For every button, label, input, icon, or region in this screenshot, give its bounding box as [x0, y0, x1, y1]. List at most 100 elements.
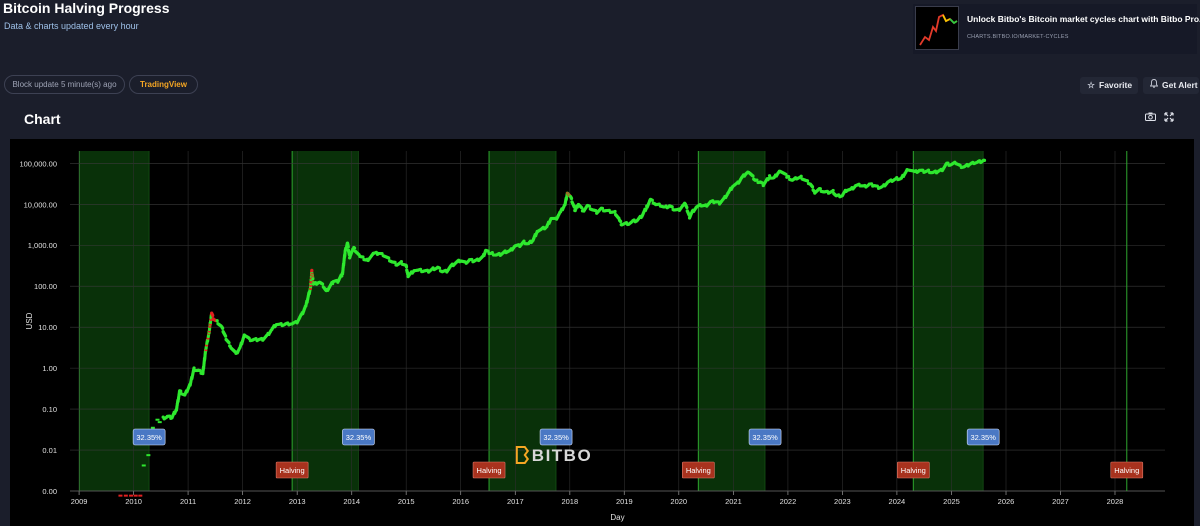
- price-point: [221, 326, 225, 330]
- x-tick-label: 2028: [1107, 497, 1124, 506]
- price-point: [141, 464, 146, 467]
- favorite-button[interactable]: ☆ Favorite: [1080, 77, 1138, 94]
- x-tick-label: 2016: [452, 497, 469, 506]
- y-tick-label: 0.00: [42, 487, 57, 496]
- y-tick-label: 1,000.00: [28, 241, 57, 250]
- cycle-progress-label: [132, 428, 166, 446]
- halving-progress-chart[interactable]: 0.00 0.01 0.10 1.00 10.00 100.00 1,000.00 10,00…: [10, 139, 1194, 526]
- price-point: [437, 266, 442, 270]
- cycle-progress-text: 32.35%: [136, 433, 162, 442]
- price-point: [926, 168, 931, 172]
- price-point: [982, 158, 987, 162]
- price-point: [129, 494, 134, 497]
- price-point: [133, 494, 138, 497]
- halving-label: [472, 461, 506, 479]
- cycle-progress-text: 32.35%: [752, 433, 778, 442]
- price-point: [787, 175, 791, 179]
- price-point: [118, 494, 123, 497]
- price-point: [399, 260, 404, 264]
- halving-label-text: Halving: [1114, 466, 1139, 475]
- price-point: [490, 250, 494, 255]
- y-tick-label: 100,000.00: [19, 159, 57, 168]
- price-point: [346, 245, 350, 249]
- promo-thumbnail: [915, 6, 959, 50]
- x-axis-label: Day: [610, 513, 624, 522]
- cycle-progress-label: [748, 428, 782, 446]
- price-point: [805, 179, 810, 183]
- cycle-progress-text: 32.35%: [970, 433, 996, 442]
- y-tick-label: 10,000.00: [24, 200, 57, 209]
- bell-icon: [1149, 77, 1159, 94]
- get-alert-label: Get Alert: [1162, 80, 1198, 90]
- price-point: [215, 319, 219, 323]
- x-tick-label: 2024: [889, 497, 906, 506]
- tradingview-button[interactable]: TradingView: [129, 75, 198, 94]
- price-point: [522, 239, 526, 243]
- x-tick-label: 2021: [725, 497, 742, 506]
- price-point: [587, 204, 592, 208]
- halving-label-text: Halving: [477, 466, 502, 475]
- cycle-progress-label: [342, 428, 375, 446]
- halving-label: [275, 461, 309, 479]
- price-point: [211, 313, 215, 318]
- price-point: [799, 174, 803, 178]
- bitbo-logo-icon: [515, 446, 530, 464]
- price-point: [818, 187, 822, 191]
- x-tick-label: 2014: [343, 497, 360, 506]
- price-point: [650, 198, 654, 202]
- x-tick-label: 2019: [616, 497, 633, 506]
- price-point: [767, 174, 772, 178]
- y-tick-label: 1.00: [42, 364, 57, 373]
- price-point: [198, 369, 202, 373]
- chart-section-title: Chart: [24, 111, 61, 127]
- halving-label: [897, 461, 930, 479]
- star-icon: ☆: [1087, 80, 1095, 90]
- expand-icon[interactable]: [1162, 112, 1176, 125]
- price-point: [352, 246, 357, 250]
- price-point: [404, 265, 409, 269]
- cycle-progress-text: 32.35%: [346, 433, 372, 442]
- price-point: [311, 277, 315, 281]
- x-tick-label: 2013: [289, 497, 306, 506]
- price-point: [155, 418, 160, 421]
- promo-card[interactable]: Unlock Bitbo's Bitcoin market cycles cha…: [913, 4, 1200, 54]
- get-alert-button[interactable]: Get Alert: [1143, 77, 1199, 94]
- price-point: [670, 205, 674, 209]
- cycle-progress-label: [539, 428, 573, 446]
- price-point: [569, 196, 574, 201]
- price-point: [361, 255, 365, 259]
- halving-label-text: Halving: [686, 466, 711, 475]
- price-point: [600, 206, 605, 210]
- price-point: [146, 454, 151, 457]
- price-point: [784, 172, 788, 176]
- x-tick-label: 2009: [71, 497, 88, 506]
- y-tick-label: 0.10: [42, 405, 57, 414]
- price-point: [685, 205, 689, 210]
- price-point: [179, 389, 183, 393]
- price-point: [387, 256, 391, 260]
- halving-label-text: Halving: [280, 466, 305, 475]
- x-tick-label: 2023: [834, 497, 851, 506]
- cycle-progress-text: 32.35%: [543, 433, 569, 442]
- price-point: [123, 494, 128, 497]
- watermark-text: BITBO: [532, 446, 592, 465]
- x-tick-label: 2027: [1052, 497, 1069, 506]
- halving-label: [682, 461, 715, 479]
- promo-title: Unlock Bitbo's Bitcoin market cycles cha…: [967, 14, 1200, 24]
- price-point: [192, 366, 196, 370]
- x-tick-label: 2018: [561, 497, 578, 506]
- camera-icon[interactable]: [1143, 112, 1157, 124]
- y-tick-label: 100.00: [34, 282, 57, 291]
- x-tick-label: 2025: [943, 497, 960, 506]
- price-point: [310, 268, 314, 272]
- chart-container[interactable]: 0.00 0.01 0.10 1.00 10.00 100.00 1,000.00 10,00…: [10, 139, 1194, 526]
- x-tick-label: 2015: [398, 497, 415, 506]
- y-tick-label: 0.01: [42, 446, 57, 455]
- page-title: Bitcoin Halving Progress: [3, 0, 170, 16]
- price-point: [613, 209, 617, 214]
- page-subtitle: Data & charts updated every hour: [4, 21, 139, 31]
- price-point: [320, 282, 325, 286]
- x-tick-label: 2026: [998, 497, 1015, 506]
- y-tick-label: 10.00: [38, 323, 57, 332]
- price-point: [227, 341, 231, 345]
